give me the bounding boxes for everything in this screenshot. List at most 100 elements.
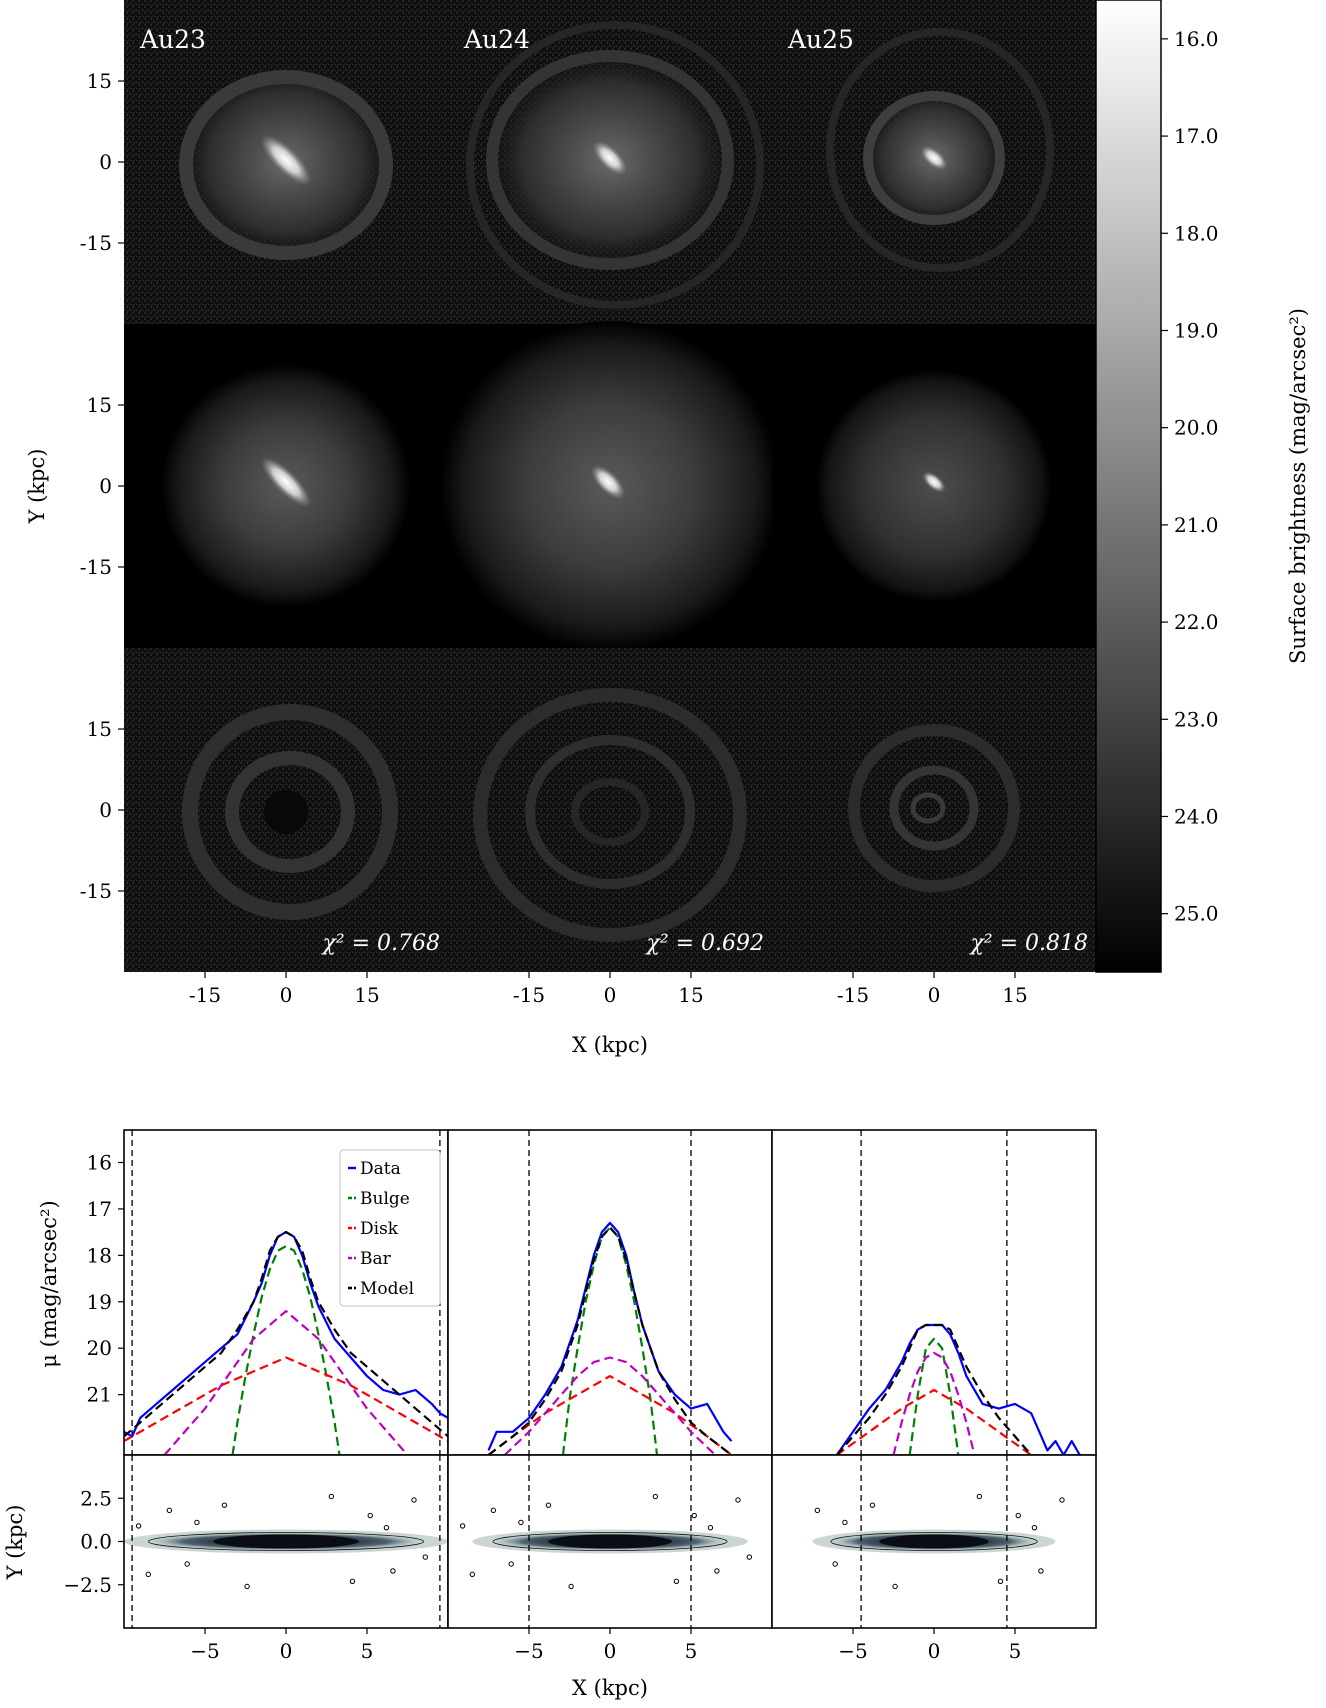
series-disk-line <box>124 1356 448 1443</box>
contour-speck <box>518 1519 524 1526</box>
colorbar-tick-label: 21.0 <box>1174 513 1219 537</box>
series-bar-line <box>163 1309 409 1455</box>
x-tick-label: 0 <box>280 983 293 1007</box>
colorbar-tick-label: 17.0 <box>1174 124 1219 148</box>
contour-speck <box>469 1571 475 1578</box>
residual-ring <box>910 792 946 824</box>
contour-speck <box>1031 1524 1038 1531</box>
x-tick-label: -15 <box>837 983 869 1007</box>
legend-label: Bar <box>360 1249 392 1269</box>
spiral-ring <box>826 28 1054 272</box>
x-tick-label: -15 <box>513 983 545 1007</box>
residual-ring <box>848 724 1020 892</box>
image-y-axis-title: Y (kpc) <box>25 449 49 525</box>
legend-label: Bulge <box>360 1189 410 1209</box>
contour-speck <box>459 1523 466 1529</box>
contour-speck <box>568 1583 574 1590</box>
legend-frame <box>339 1149 441 1307</box>
model-bar <box>922 471 946 493</box>
panel-label-au25: Au25 <box>787 25 854 54</box>
y-tick-label: -15 <box>80 555 112 579</box>
x-tick-label: −5 <box>190 1639 219 1663</box>
image-y-ticks: 15 0 -15 15 0 -15 15 0 -15 <box>80 69 124 903</box>
contour-speck <box>997 1578 1004 1584</box>
y-tick-label: -15 <box>80 879 112 903</box>
y-tick-label: 18 <box>87 1243 112 1267</box>
contour-speck <box>869 1502 876 1508</box>
x-tick-label: 15 <box>1002 983 1027 1007</box>
contour-speck <box>508 1561 514 1567</box>
y-tick-label: 16 <box>87 1151 112 1175</box>
contour-speck <box>652 1493 659 1500</box>
profile-panels: 16 17 18 19 20 21 <box>87 1129 1097 1456</box>
contour-speck <box>221 1502 228 1508</box>
legend-label: Data <box>360 1159 401 1179</box>
colorbar-ticks: 16.0 17.0 18.0 19.0 20.0 21.0 22.0 23.0 24.0 25.0 <box>1161 27 1219 926</box>
y-tick-label: 20 <box>87 1336 112 1360</box>
contour-speck <box>1059 1497 1065 1503</box>
contour-speck <box>976 1493 983 1500</box>
contour-speck <box>746 1554 753 1560</box>
contour-speck <box>422 1554 429 1560</box>
residual-ring <box>889 765 979 851</box>
x-tick-label: −5 <box>514 1639 543 1663</box>
y-tick-label: 15 <box>87 717 112 741</box>
colorbar <box>1095 0 1162 973</box>
x-tick-label: 0 <box>604 983 617 1007</box>
contour-speck <box>1038 1568 1044 1574</box>
y-tick-label: 0 <box>99 150 112 174</box>
contour-speck <box>411 1497 417 1503</box>
colorbar-tick-label: 18.0 <box>1174 221 1219 245</box>
bottom-x-axis-title: X (kpc) <box>572 1676 648 1700</box>
residual-image-au25 <box>772 648 1096 972</box>
contour-speck <box>892 1583 898 1590</box>
model-bar <box>590 464 626 500</box>
contour-speck <box>135 1523 142 1529</box>
plot-area <box>448 1130 772 1455</box>
contour-speck <box>184 1561 190 1567</box>
y-tick-label: −2.5 <box>63 1573 112 1597</box>
contour-speck <box>814 1507 821 1514</box>
image-x-axis-title: X (kpc) <box>572 1033 648 1057</box>
edge-on-y-axis-title: Y (kpc) <box>3 1505 27 1581</box>
colorbar-tick-label: 16.0 <box>1174 27 1219 51</box>
edge-on-panel: −5 0 5 <box>447 1454 773 1663</box>
residual-row <box>124 648 1096 972</box>
x-tick-label: 0 <box>928 983 941 1007</box>
contour-speck <box>244 1583 250 1590</box>
data-row <box>124 0 1096 324</box>
residual-core <box>264 790 308 834</box>
x-tick-label: 15 <box>354 983 379 1007</box>
panel-label-au23: Au23 <box>139 25 206 54</box>
spiral-ring <box>466 21 764 309</box>
x-tick-label: 0 <box>280 1639 293 1663</box>
spiral-ring <box>179 70 393 260</box>
legend-label: Disk <box>360 1219 399 1239</box>
contour-speck <box>490 1507 497 1514</box>
model-bar <box>260 456 312 508</box>
disk-core <box>879 1534 989 1549</box>
y-tick-label: 0 <box>99 474 112 498</box>
y-tick-label: 19 <box>87 1290 112 1314</box>
colorbar-tick-label: 20.0 <box>1174 416 1219 440</box>
contour-speck <box>735 1497 741 1503</box>
disk-core <box>213 1534 359 1549</box>
galaxy-bar <box>260 134 312 186</box>
series-disk-line <box>487 1374 733 1455</box>
edge-on-panel: −5 0 5 <box>771 1454 1097 1663</box>
series-model-line <box>835 1323 1033 1455</box>
colorbar-tick-label: 23.0 <box>1174 707 1219 731</box>
series-bulge-line <box>231 1244 341 1455</box>
edge-on-panels: −5 0 5 −5 0 5 −5 0 5 2.5 0.0 −2.5 <box>63 1454 1097 1663</box>
residual-ring <box>182 704 398 920</box>
contour-speck <box>166 1507 173 1514</box>
image-grid: Au23 Au24 Au25 χ² = 0.768 χ² = 0.692 χ² … <box>25 0 1310 1057</box>
contour-speck <box>691 1512 697 1519</box>
chi2-label-au24: χ² = 0.692 <box>644 931 764 956</box>
series-bar-line <box>503 1356 717 1455</box>
contour-speck <box>1015 1512 1021 1519</box>
residual-ring <box>473 688 747 942</box>
series-model-line <box>124 1230 448 1438</box>
edge-on-panel: −5 0 5 <box>123 1454 449 1663</box>
